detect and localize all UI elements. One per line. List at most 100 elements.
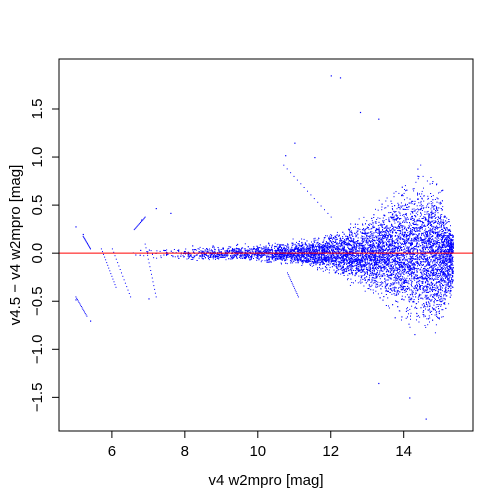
data-point	[388, 241, 390, 243]
data-point	[441, 214, 443, 215]
data-point	[431, 244, 433, 246]
data-point	[248, 255, 249, 257]
data-point	[377, 250, 379, 252]
data-point	[440, 268, 442, 270]
data-point	[219, 254, 221, 256]
data-point	[451, 286, 453, 288]
data-point	[303, 249, 305, 251]
data-point	[407, 275, 409, 277]
data-point	[367, 227, 369, 229]
data-point	[364, 251, 366, 253]
data-point	[364, 255, 366, 256]
data-point	[423, 187, 424, 189]
data-point	[332, 249, 334, 251]
data-point	[408, 266, 410, 268]
data-point	[354, 264, 356, 266]
data-point	[450, 225, 451, 227]
data-point	[409, 308, 411, 310]
data-point	[445, 242, 447, 244]
data-point	[332, 257, 334, 258]
data-point	[414, 228, 416, 230]
data-point	[277, 256, 279, 258]
data-point	[387, 258, 389, 260]
data-point	[395, 215, 397, 216]
data-point	[336, 258, 337, 260]
data-point	[390, 262, 392, 264]
data-point	[367, 237, 369, 239]
data-point	[371, 255, 373, 257]
data-point	[440, 294, 442, 296]
data-point	[436, 238, 438, 240]
data-point	[382, 224, 384, 226]
data-point	[177, 250, 179, 251]
data-point	[414, 221, 415, 223]
data-point	[372, 248, 374, 250]
data-point	[406, 256, 408, 258]
data-point	[225, 254, 227, 256]
data-point	[329, 266, 331, 268]
data-point	[364, 239, 366, 241]
data-point	[384, 266, 386, 268]
data-point	[374, 255, 376, 257]
data-point	[253, 246, 255, 248]
data-point	[434, 237, 436, 239]
data-point	[400, 266, 402, 267]
data-point	[279, 255, 281, 257]
data-point	[381, 270, 383, 272]
data-point	[307, 255, 309, 257]
data-point	[345, 240, 347, 242]
data-point	[318, 246, 320, 248]
data-point	[421, 275, 423, 277]
data-point	[405, 214, 407, 215]
data-point	[291, 249, 293, 251]
data-point	[309, 251, 311, 253]
data-point	[233, 255, 235, 257]
data-point	[422, 244, 424, 246]
data-point	[418, 245, 419, 247]
data-point	[416, 256, 418, 258]
data-point	[433, 302, 435, 304]
data-point	[342, 242, 344, 243]
data-point	[438, 318, 440, 319]
data-point	[328, 269, 330, 271]
data-point	[374, 273, 376, 275]
data-point	[429, 274, 430, 276]
data-point	[252, 252, 254, 253]
data-point	[430, 244, 432, 246]
data-point	[423, 268, 425, 270]
data-point	[408, 298, 410, 300]
data-point	[285, 257, 287, 259]
data-point	[373, 256, 375, 258]
data-point	[389, 256, 391, 258]
data-point	[411, 260, 413, 262]
data-point	[292, 254, 294, 256]
data-point	[435, 294, 437, 296]
data-point	[449, 228, 451, 230]
data-point	[304, 254, 306, 256]
data-point	[424, 241, 426, 243]
data-point	[298, 250, 300, 251]
data-point	[406, 214, 407, 216]
data-point	[416, 319, 417, 321]
data-point	[397, 262, 399, 264]
data-point	[449, 229, 451, 231]
data-point	[376, 267, 378, 269]
data-point	[408, 225, 410, 227]
data-point	[387, 290, 388, 292]
data-point	[201, 255, 203, 257]
data-point	[410, 233, 412, 235]
data-point	[388, 274, 390, 276]
data-point	[390, 229, 392, 231]
data-point	[260, 261, 262, 263]
data-point	[197, 248, 199, 250]
data-point	[333, 253, 335, 255]
data-point	[374, 274, 376, 276]
data-point	[268, 261, 270, 263]
data-point	[431, 217, 433, 219]
data-point	[427, 220, 429, 222]
data-point	[285, 247, 287, 249]
data-point	[360, 244, 362, 246]
data-point	[443, 235, 445, 237]
data-point	[440, 256, 442, 258]
data-point	[264, 254, 266, 256]
